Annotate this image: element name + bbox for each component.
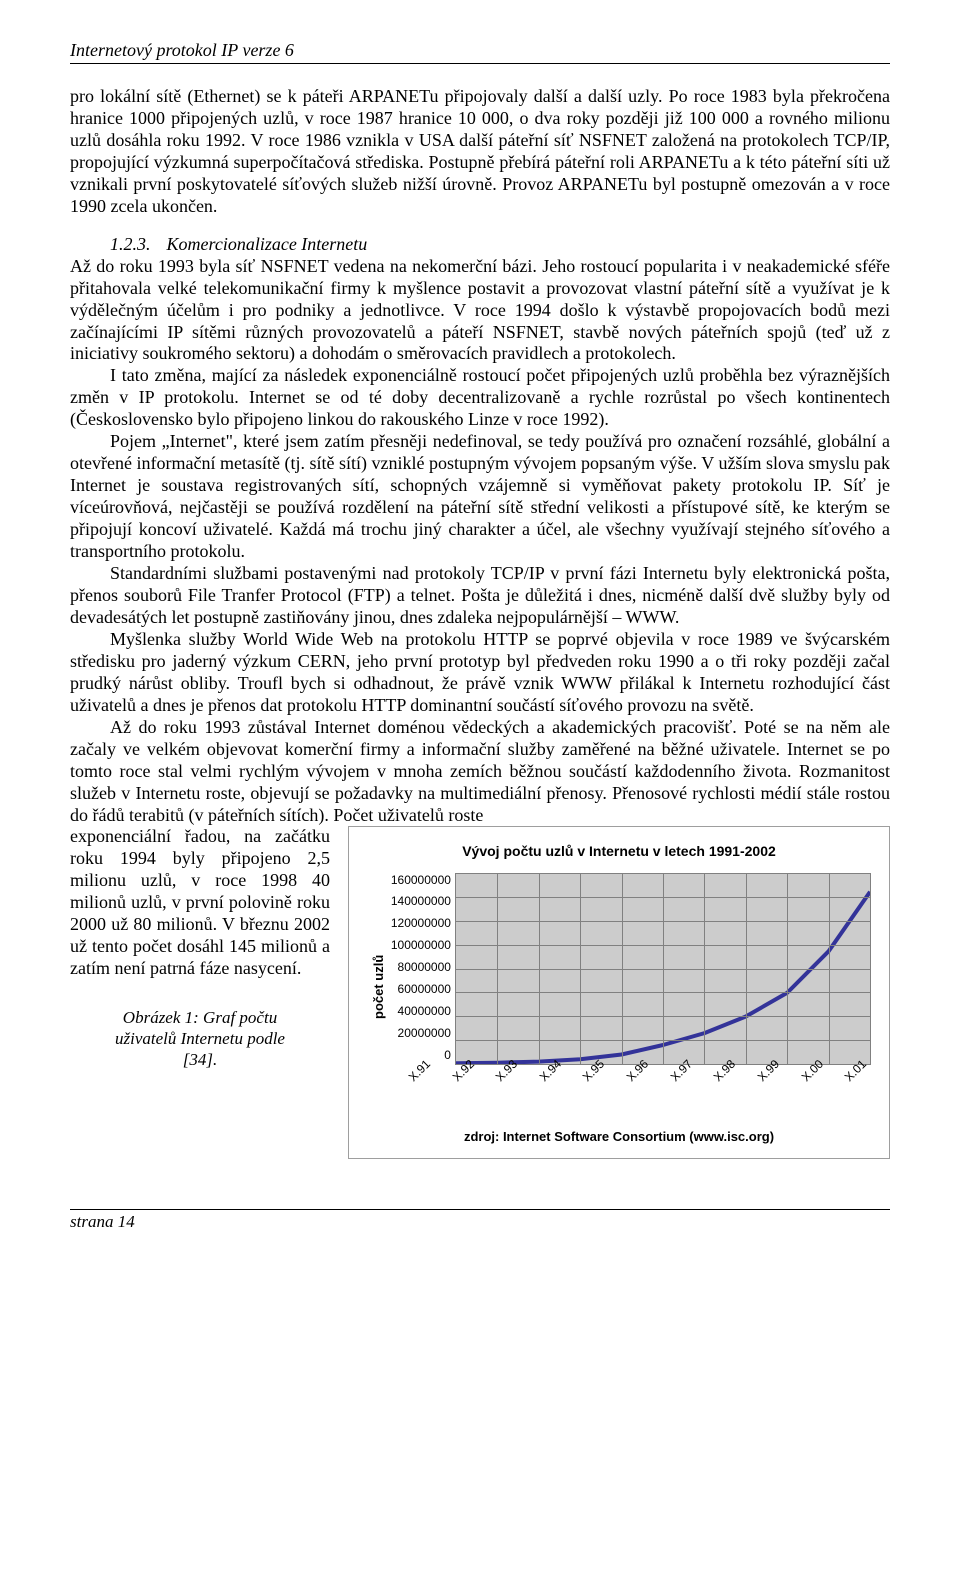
chart-y-axis-label: počet uzlů (367, 873, 391, 1101)
paragraph: Myšlenka služby World Wide Web na protok… (70, 629, 890, 717)
figure-caption: Obrázek 1: Graf počtu uživatelů Internet… (70, 1008, 330, 1070)
chart-y-tick: 40000000 (398, 1004, 451, 1019)
chart-y-tick: 140000000 (391, 894, 451, 909)
paragraph: pro lokální sítě (Ethernet) se k páteři … (70, 86, 890, 218)
chart-gridline (622, 874, 623, 1064)
section-heading: 1.2.3. Komercionalizace Internetu (70, 234, 890, 256)
chart-gridline (829, 874, 830, 1064)
chart-y-tick: 0 (444, 1048, 451, 1063)
chart-gridline (870, 874, 871, 1064)
chart-y-tick: 120000000 (391, 916, 451, 931)
running-header: Internetový protokol IP verze 6 (70, 40, 890, 64)
figure-caption-line: [34]. (183, 1050, 217, 1069)
paragraph: Až do roku 1993 zůstával Internet doméno… (70, 717, 890, 827)
chart-gridline (663, 874, 664, 1064)
chart-y-ticks: 160000000 140000000 120000000 100000000 8000… (391, 873, 455, 1063)
chart-y-tick: 20000000 (398, 1026, 451, 1041)
paragraph: Standardními službami postavenými nad pr… (70, 563, 890, 629)
chart-source: zdroj: Internet Software Consortium (www… (367, 1129, 871, 1145)
section-number: 1.2.3. (70, 234, 162, 256)
page-footer: strana 14 (70, 1209, 890, 1232)
text-and-chart-row: exponenciální řadou, na začátku roku 199… (70, 826, 890, 1159)
chart-inner: počet uzlů 160000000 140000000 120000000 10… (367, 873, 871, 1101)
paragraph: I tato změna, mající za následek exponen… (70, 365, 890, 431)
chart-title: Vývoj počtu uzlů v Internetu v letech 19… (367, 843, 871, 860)
chart-gridline (539, 874, 540, 1064)
chart-plot-area (455, 873, 871, 1065)
section-title: Komercionalizace Internetu (167, 234, 368, 254)
chart-y-tick: 80000000 (398, 960, 451, 975)
paragraph: Pojem „Internet", které jsem zatím přesn… (70, 431, 890, 563)
chart-y-tick: 60000000 (398, 982, 451, 997)
chart-gridline (580, 874, 581, 1064)
chart-y-tick: 100000000 (391, 938, 451, 953)
paragraph: Až do roku 1993 byla síť NSFNET vedena n… (70, 256, 890, 366)
chart-gridline (787, 874, 788, 1064)
chart-y-tick: 160000000 (391, 873, 451, 888)
chart-gridline (746, 874, 747, 1064)
page: Internetový protokol IP verze 6 pro loká… (0, 0, 960, 1272)
chart-gridline (704, 874, 705, 1064)
chart-plot-wrap: 160000000 140000000 120000000 100000000 8000… (391, 873, 871, 1101)
chart-plot-row: 160000000 140000000 120000000 100000000 8000… (391, 873, 871, 1065)
figure-caption-line: Obrázek 1: Graf počtu (123, 1008, 277, 1027)
body-text: pro lokální sítě (Ethernet) se k páteři … (70, 86, 890, 1159)
figure-caption-line: uživatelů Internetu podle (115, 1029, 285, 1048)
left-text-column: exponenciální řadou, na začátku roku 199… (70, 826, 330, 1070)
chart-x-ticks: X.91X.92X.93X.94X.95X.96X.97X.98X.99X.00… (391, 1071, 871, 1101)
paragraph: exponenciální řadou, na začátku roku 199… (70, 826, 330, 980)
chart-gridline (497, 874, 498, 1064)
chart-container: Vývoj počtu uzlů v Internetu v letech 19… (348, 826, 890, 1159)
